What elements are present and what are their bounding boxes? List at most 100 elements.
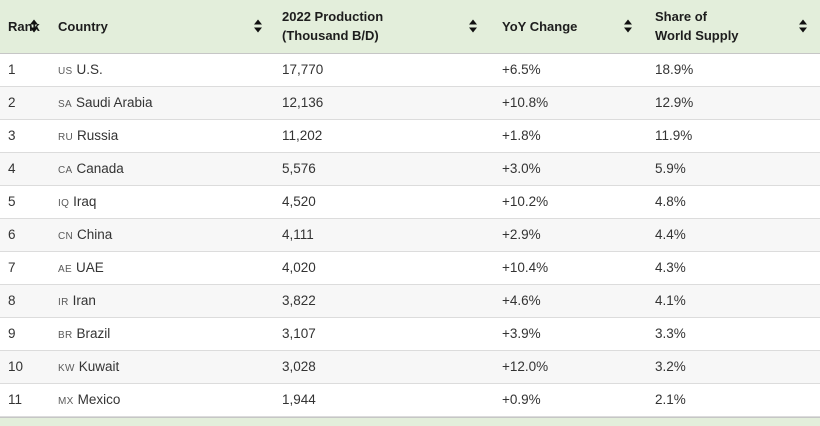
sort-toggle-icon (799, 19, 807, 33)
share-cell: 11.9% (645, 119, 820, 153)
yoy-change-cell: +2.9% (490, 218, 645, 252)
country-cell: br Brazil (50, 317, 275, 351)
rank-cell: 6 (0, 218, 50, 252)
country-name: Canada (76, 161, 124, 176)
production-cell: 4,520 (275, 185, 490, 219)
yoy-change-cell: +12.0% (490, 350, 645, 384)
table-row: 1 us U.S. 17,770 +6.5% 18.9% (0, 53, 820, 87)
country-code: cn (58, 231, 74, 242)
share-cell: 18.9% (645, 53, 820, 87)
table-row: 4 ca Canada 5,576 +3.0% 5.9% (0, 152, 820, 186)
production-cell: 1,944 (275, 383, 490, 417)
country-code: ae (58, 264, 72, 275)
share-cell: 2.1% (645, 383, 820, 417)
share-cell: 4.3% (645, 251, 820, 285)
table-body: 1 us U.S. 17,770 +6.5% 18.9% 2 sa Saudi Arabia 12… (0, 53, 820, 417)
yoy-change-cell: +6.5% (490, 53, 645, 87)
country-cell: kw Kuwait (50, 350, 275, 384)
table-row: 11 mx Mexico 1,944 +0.9% 2.1% (0, 383, 820, 417)
yoy-change-cell: +0.9% (490, 383, 645, 417)
rank-cell: 5 (0, 185, 50, 219)
production-cell: 3,028 (275, 350, 490, 384)
table-row: 9 br Brazil 3,107 +3.9% 3.3% (0, 317, 820, 351)
share-cell: 4.1% (645, 284, 820, 318)
header-production-line2: (Thousand B/D) (282, 28, 379, 44)
table-row: 10 kw Kuwait 3,028 +12.0% 3.2% (0, 350, 820, 384)
rank-cell: 9 (0, 317, 50, 351)
production-cell: 17,770 (275, 53, 490, 87)
country-cell: ca Canada (50, 152, 275, 186)
header-production[interactable]: 2022 Production (Thousand B/D) (275, 0, 490, 54)
country-cell: sa Saudi Arabia (50, 86, 275, 120)
header-country[interactable]: Country (50, 0, 275, 54)
table-row: 2 sa Saudi Arabia 12,136 +10.8% 12.9% (0, 86, 820, 120)
header-rank[interactable]: Rank (0, 0, 50, 54)
share-cell: 3.2% (645, 350, 820, 384)
sort-toggle-icon (254, 19, 262, 33)
country-code: sa (58, 99, 72, 110)
country-cell: cn China (50, 218, 275, 252)
sort-toggle-icon (30, 19, 38, 33)
country-name: Iraq (73, 194, 97, 209)
yoy-change-cell: +3.9% (490, 317, 645, 351)
country-code: ca (58, 165, 73, 176)
production-cell: 11,202 (275, 119, 490, 153)
country-name: Iran (72, 293, 96, 308)
table-footer-strip (0, 416, 820, 426)
rank-cell: 10 (0, 350, 50, 384)
yoy-change-cell: +1.8% (490, 119, 645, 153)
header-country-label: Country (58, 18, 108, 34)
share-cell: 4.4% (645, 218, 820, 252)
rank-cell: 11 (0, 383, 50, 417)
country-name: UAE (75, 260, 104, 275)
share-cell: 4.8% (645, 185, 820, 219)
yoy-change-cell: +4.6% (490, 284, 645, 318)
production-cell: 5,576 (275, 152, 490, 186)
rank-cell: 1 (0, 53, 50, 87)
sort-toggle-icon (624, 19, 632, 33)
yoy-change-cell: +3.0% (490, 152, 645, 186)
country-cell: mx Mexico (50, 383, 275, 417)
share-cell: 5.9% (645, 152, 820, 186)
country-name: U.S. (76, 62, 103, 77)
yoy-change-cell: +10.8% (490, 86, 645, 120)
country-name: Saudi Arabia (75, 95, 153, 110)
share-cell: 12.9% (645, 86, 820, 120)
header-production-line1: 2022 Production (282, 9, 384, 25)
country-cell: ae UAE (50, 251, 275, 285)
country-code: ir (58, 297, 69, 308)
country-cell: us U.S. (50, 53, 275, 87)
share-cell: 3.3% (645, 317, 820, 351)
rank-cell: 7 (0, 251, 50, 285)
yoy-change-cell: +10.4% (490, 251, 645, 285)
header-share-line1: Share of (655, 9, 708, 25)
country-code: mx (58, 396, 74, 407)
country-name: Russia (77, 128, 119, 143)
production-cell: 4,111 (275, 218, 490, 252)
header-share[interactable]: Share of World Supply (645, 0, 820, 54)
country-code: ru (58, 132, 74, 143)
country-code: br (58, 330, 73, 341)
rank-cell: 8 (0, 284, 50, 318)
country-name: Brazil (76, 326, 111, 341)
country-cell: ir Iran (50, 284, 275, 318)
header-yoy-change[interactable]: YoY Change (490, 0, 645, 54)
table-row: 3 ru Russia 11,202 +1.8% 11.9% (0, 119, 820, 153)
production-cell: 3,107 (275, 317, 490, 351)
table-row: 6 cn China 4,111 +2.9% 4.4% (0, 218, 820, 252)
table-row: 5 iq Iraq 4,520 +10.2% 4.8% (0, 185, 820, 219)
country-code: us (58, 66, 73, 77)
production-cell: 4,020 (275, 251, 490, 285)
sort-toggle-icon (469, 19, 477, 33)
country-name: China (77, 227, 113, 242)
country-cell: ru Russia (50, 119, 275, 153)
country-name: Mexico (77, 392, 121, 407)
country-code: iq (58, 198, 70, 209)
header-row: Rank Country 2022 Production (Thousand B… (0, 0, 820, 54)
production-cell: 3,822 (275, 284, 490, 318)
country-cell: iq Iraq (50, 185, 275, 219)
table-row: 7 ae UAE 4,020 +10.4% 4.3% (0, 251, 820, 285)
header-share-line2: World Supply (655, 28, 739, 44)
table-row: 8 ir Iran 3,822 +4.6% 4.1% (0, 284, 820, 318)
